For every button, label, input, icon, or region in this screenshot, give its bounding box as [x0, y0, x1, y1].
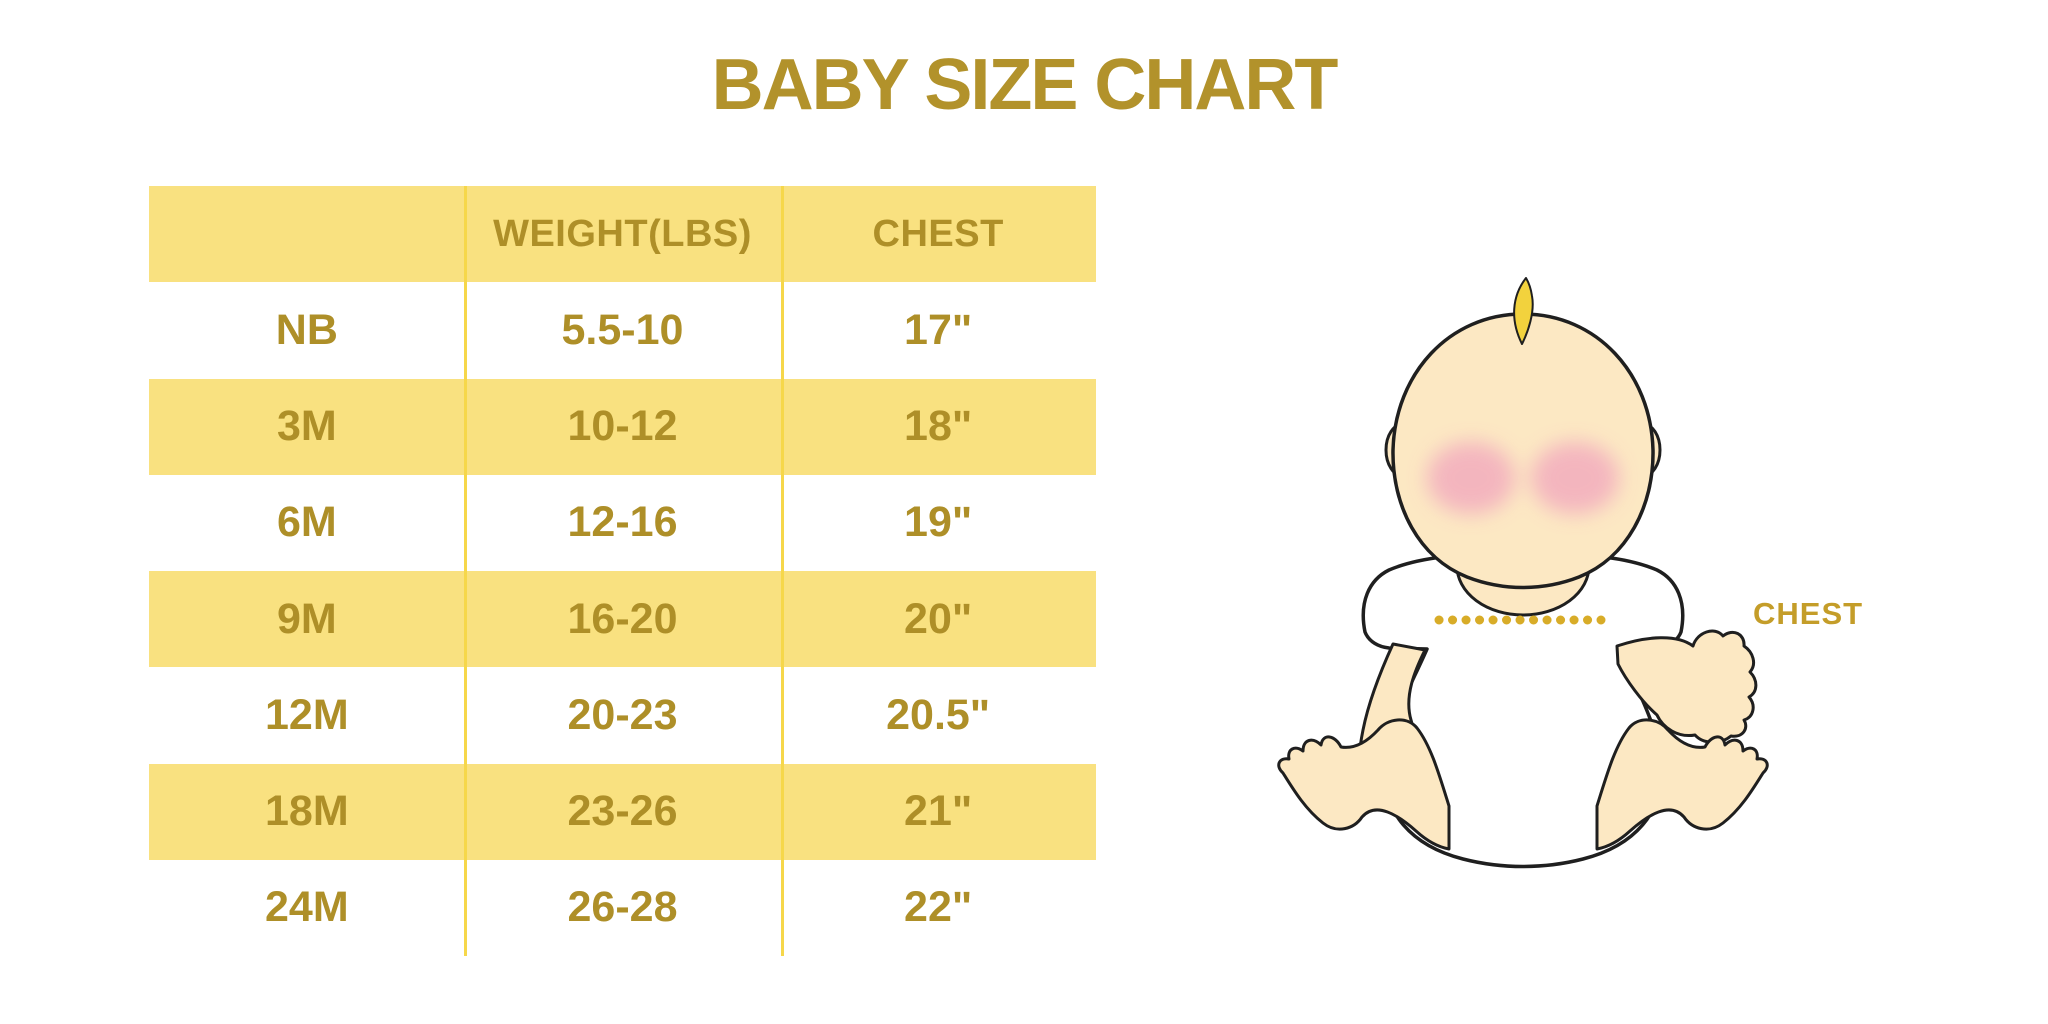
page-title: BABY SIZE CHART — [711, 45, 1339, 125]
baby-right-leg — [1595, 718, 1769, 851]
baby-blush-right — [1531, 442, 1619, 514]
table-row-9m: 9M 16-20 20" — [149, 571, 1096, 668]
table-row-nb: NB 5.5-10 17" — [149, 282, 1096, 379]
size-chart-table: WEIGHT(LBS) CHEST NB 5.5-10 17" 3M 10-12… — [149, 186, 1096, 956]
chest-measure-label: CHEST — [1753, 596, 1864, 631]
weight-cell: 10-12 — [567, 402, 678, 451]
column-divider-1 — [464, 186, 467, 956]
header-cell-size — [149, 186, 465, 282]
weight-cell: 16-20 — [567, 594, 678, 643]
size-cell: 3M — [276, 402, 337, 451]
size-cell: 6M — [276, 498, 337, 547]
weight-cell: 5.5-10 — [561, 305, 684, 354]
size-cell: 24M — [265, 883, 349, 932]
baby-blush-left — [1427, 442, 1515, 514]
weight-cell: 23-26 — [567, 787, 678, 836]
column-divider-2 — [781, 186, 784, 956]
table-row-3m: 3M 10-12 18" — [149, 378, 1096, 475]
weight-cell: 20-23 — [567, 690, 678, 739]
baby-illustration — [1265, 270, 1785, 930]
baby-right-arm-fist — [1615, 629, 1758, 744]
baby-hair-curl-icon — [1513, 277, 1534, 345]
header-cell-chest: CHEST — [872, 212, 1004, 255]
size-cell: NB — [275, 305, 338, 354]
chest-cell: 19" — [904, 498, 973, 547]
weight-cell: 26-28 — [567, 883, 678, 932]
chest-cell: 17" — [904, 305, 973, 354]
chest-cell: 21" — [904, 787, 973, 836]
chest-cell: 18" — [904, 402, 973, 451]
chest-cell: 20" — [904, 594, 973, 643]
table-header-row: WEIGHT(LBS) CHEST — [149, 186, 1096, 283]
chest-cell: 22" — [904, 883, 973, 932]
table-row-18m: 18M 23-26 21" — [149, 763, 1096, 860]
table-row-12m: 12M 20-23 20.5" — [149, 667, 1096, 764]
size-cell: 9M — [276, 594, 337, 643]
baby-left-leg — [1277, 718, 1451, 851]
table-row-24m: 24M 26-28 22" — [149, 859, 1096, 956]
size-cell: 12M — [265, 690, 349, 739]
chest-cell: 20.5" — [886, 690, 991, 739]
baby-illustration-svg — [1277, 277, 1769, 869]
table-row-6m: 6M 12-16 19" — [149, 474, 1096, 571]
size-cell: 18M — [265, 787, 349, 836]
baby-head — [1391, 312, 1655, 590]
weight-cell: 12-16 — [567, 498, 678, 547]
header-cell-weight: WEIGHT(LBS) — [493, 212, 752, 255]
